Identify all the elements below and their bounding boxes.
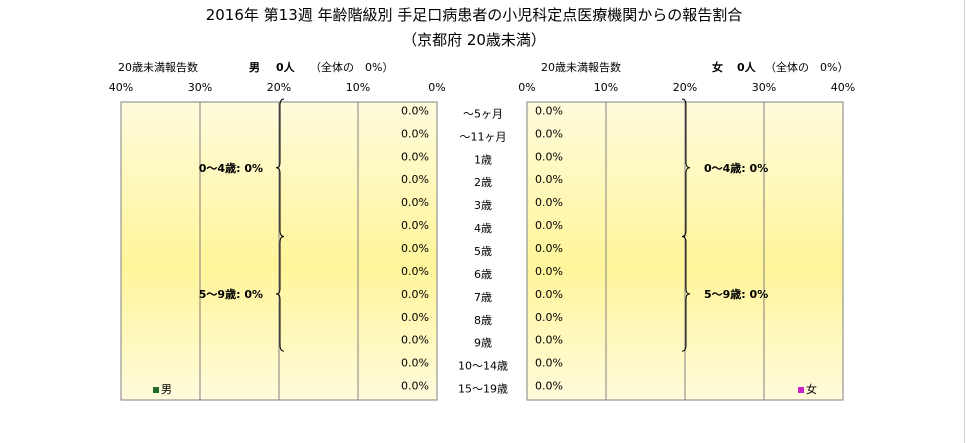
female-value-label: 0.0% (535, 265, 563, 278)
age-category-label: 7歳 (474, 291, 492, 304)
age-category-label: 2歳 (474, 176, 492, 189)
male-value-label: 0.0% (401, 173, 429, 186)
age-category-label: ～5ヶ月 (463, 107, 503, 120)
frame-edge (964, 0, 965, 443)
age-category-label: ～11ヶ月 (460, 130, 507, 143)
female-tick-label: 20% (673, 81, 697, 94)
female-value-label: 0.0% (535, 334, 563, 347)
male-value-label: 0.0% (401, 150, 429, 163)
female-tick-label: 40% (831, 81, 855, 94)
male-value-label: 0.0% (401, 334, 429, 347)
female-value-label: 0.0% (535, 380, 563, 393)
male-group-brace (275, 98, 285, 238)
age-category-label: 6歳 (474, 268, 492, 281)
male-value-label: 0.0% (401, 288, 429, 301)
male-value-label: 0.0% (401, 127, 429, 140)
male-tick-label: 30% (188, 81, 212, 94)
female-value-label: 0.0% (535, 288, 563, 301)
chart-title: 2016年 第13週 年齢階級別 手足口病患者の小児科定点医療機関からの報告割合 (205, 6, 743, 24)
male-header-share: （全体の 0%） (310, 60, 393, 74)
female-group-brace (681, 98, 691, 238)
age-category-label: 3歳 (474, 199, 492, 212)
male-tick-label: 0% (428, 81, 445, 94)
age-category-label: 5歳 (474, 245, 492, 258)
female-group-brace (681, 236, 691, 352)
male-group-brace (275, 236, 285, 352)
male-value-label: 0.0% (401, 357, 429, 370)
age-category-label: 15～19歳 (458, 383, 508, 396)
female-value-label: 0.0% (535, 173, 563, 186)
female-value-label: 0.0% (535, 242, 563, 255)
male-header-count: 0人 (276, 60, 296, 74)
male-value-label: 0.0% (401, 265, 429, 278)
female-legend-marker (798, 387, 804, 393)
female-value-label: 0.0% (535, 311, 563, 324)
female-header-count: 0人 (737, 60, 757, 74)
male-value-label: 0.0% (401, 380, 429, 393)
male-legend-label: 男 (161, 383, 172, 396)
female-legend-label: 女 (806, 382, 817, 396)
male-value-label: 0.0% (401, 196, 429, 209)
female-group-label: 0～4歳: 0% (704, 161, 768, 175)
age-category-label: 9歳 (474, 337, 492, 350)
female-value-label: 0.0% (535, 196, 563, 209)
male-legend-marker (153, 387, 159, 393)
male-value-label: 0.0% (401, 311, 429, 324)
female-header-label: 20歳未満報告数 (541, 61, 621, 74)
female-tick-label: 0% (518, 81, 535, 94)
age-category-label: 10～14歳 (458, 360, 508, 373)
female-value-label: 0.0% (535, 219, 563, 232)
female-header-share: （全体の 0%） (765, 60, 848, 74)
male-value-label: 0.0% (401, 104, 429, 117)
female-value-label: 0.0% (535, 104, 563, 117)
male-tick-label: 20% (267, 81, 291, 94)
female-tick-label: 30% (752, 81, 776, 94)
male-tick-label: 10% (346, 81, 370, 94)
male-group-label: 5～9歳: 0% (199, 287, 263, 301)
female-group-label: 5～9歳: 0% (704, 287, 768, 301)
female-value-label: 0.0% (535, 357, 563, 370)
male-group-label: 0～4歳: 0% (199, 161, 263, 175)
female-value-label: 0.0% (535, 150, 563, 163)
male-value-label: 0.0% (401, 242, 429, 255)
female-value-label: 0.0% (535, 127, 563, 140)
male-value-label: 0.0% (401, 219, 429, 232)
female-header-sex: 女 (712, 60, 723, 74)
female-tick-label: 10% (594, 81, 618, 94)
chart-subtitle: （京都府 20歳未満） (402, 31, 546, 49)
age-category-label: 8歳 (474, 314, 492, 327)
age-category-label: 4歳 (474, 222, 492, 235)
male-header-sex: 男 (249, 61, 260, 74)
male-tick-label: 40% (109, 81, 133, 94)
male-header-label: 20歳未満報告数 (118, 61, 198, 74)
age-category-label: 1歳 (474, 153, 492, 166)
